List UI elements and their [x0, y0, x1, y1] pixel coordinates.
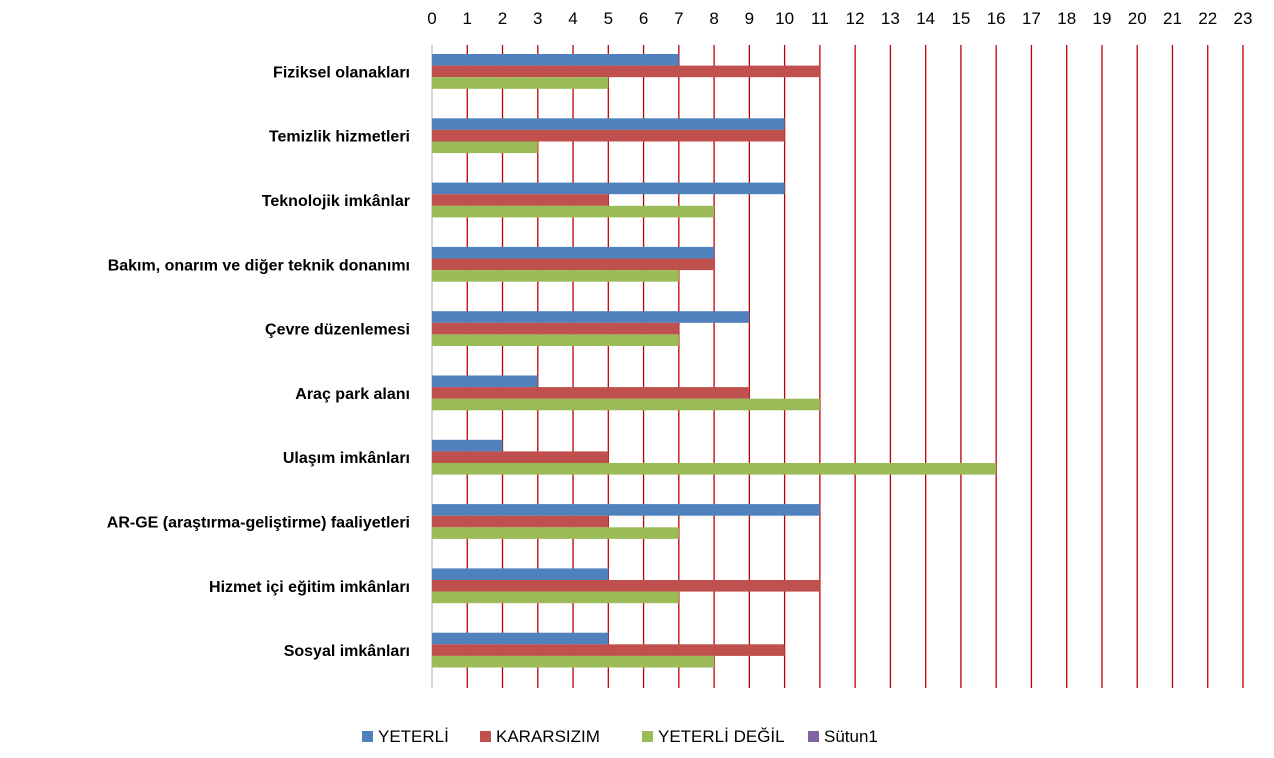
bar [432, 451, 609, 463]
x-tick-label: 7 [674, 9, 683, 28]
bar [432, 655, 715, 668]
bar [432, 515, 609, 528]
category-label: Ulaşım imkânları [283, 450, 410, 467]
category-label: Bakım, onarım ve diğer teknik donanımı [108, 257, 410, 274]
x-tick-label: 21 [1163, 9, 1182, 28]
x-tick-label: 11 [811, 9, 829, 28]
legend-swatch [808, 731, 819, 742]
x-tick-label: 12 [846, 9, 865, 28]
x-tick-label: 5 [604, 9, 613, 28]
legend-label: YETERLİ [378, 727, 449, 746]
bar [432, 311, 750, 323]
bar [432, 77, 609, 89]
x-tick-label: 1 [463, 9, 472, 28]
gridlines [431, 45, 1244, 688]
bar [432, 527, 679, 539]
bars [432, 54, 997, 668]
legend: YETERLİ KARARSIZIM YETERLİ DEĞİL Sütun1 [362, 727, 878, 746]
bar [432, 632, 609, 645]
legend-label: YETERLİ DEĞİL [658, 727, 785, 746]
x-tick-label: 16 [987, 9, 1006, 28]
x-tick-label: 20 [1128, 9, 1147, 28]
bar [432, 54, 679, 66]
bar [432, 141, 538, 154]
category-label: AR-GE (araştırma-geliştirme) faaliyetler… [107, 515, 410, 532]
category-label: Fiziksel olanakları [273, 64, 410, 81]
x-tick-label: 3 [533, 9, 542, 28]
x-tick-label: 10 [775, 9, 794, 28]
x-tick-label: 13 [881, 9, 900, 28]
category-label: Teknolojik imkânlar [262, 193, 410, 210]
bar [432, 504, 820, 516]
bar [432, 194, 609, 206]
bar [432, 375, 538, 388]
bar [432, 398, 820, 411]
bar [432, 246, 715, 259]
legend-swatch [480, 731, 491, 742]
legend-swatch [642, 731, 653, 742]
x-tick-label: 23 [1234, 9, 1253, 28]
x-axis-ticks: 0 1 2 3 4 5 6 7 8 9 10 11 12 13 14 15 16 17 18 19 20 21 22 23 [427, 9, 1252, 28]
category-label: Çevre düzenlemesi [265, 322, 410, 339]
category-label: Sosyal imkânları [284, 643, 410, 660]
bar [432, 205, 715, 218]
bar [432, 65, 820, 78]
bar [432, 387, 750, 399]
bar [432, 439, 503, 452]
bar [432, 270, 679, 282]
legend-label: Sütun1 [824, 727, 878, 746]
bar [432, 591, 679, 604]
x-tick-label: 4 [568, 9, 577, 28]
x-tick-label: 15 [951, 9, 970, 28]
bar [432, 334, 679, 346]
category-label: Hizmet içi eğitim imkânları [209, 579, 410, 596]
bar [432, 580, 820, 592]
category-labels: Fiziksel olanakları Temizlik hizmetleri Te… [107, 64, 410, 660]
bar [432, 118, 785, 130]
bar [432, 129, 785, 142]
category-label: Araç park alanı [295, 386, 410, 403]
x-tick-label: 22 [1198, 9, 1217, 28]
x-tick-label: 8 [709, 9, 718, 28]
bar [432, 644, 785, 656]
bar [432, 463, 997, 475]
bar [432, 182, 785, 195]
bar [432, 568, 609, 580]
legend-swatch [362, 731, 373, 742]
legend-label: KARARSIZIM [496, 727, 600, 746]
x-tick-label: 18 [1057, 9, 1076, 28]
x-tick-label: 6 [639, 9, 648, 28]
x-tick-label: 0 [427, 9, 436, 28]
x-tick-label: 19 [1092, 9, 1111, 28]
x-tick-label: 9 [745, 9, 754, 28]
x-tick-label: 14 [916, 9, 935, 28]
x-tick-label: 17 [1022, 9, 1041, 28]
bar [432, 322, 679, 335]
bar [432, 258, 715, 271]
x-tick-label: 2 [498, 9, 507, 28]
category-label: Temizlik hizmetleri [269, 129, 410, 146]
